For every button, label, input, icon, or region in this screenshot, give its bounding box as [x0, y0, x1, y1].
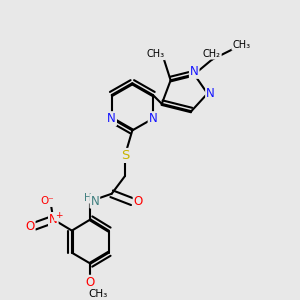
Text: N: N — [206, 87, 215, 100]
Text: N: N — [148, 112, 157, 125]
Text: CH₃: CH₃ — [147, 49, 165, 59]
Text: CH₂: CH₂ — [203, 49, 221, 59]
Text: N: N — [190, 65, 199, 78]
Text: O: O — [134, 195, 143, 208]
Text: CH₃: CH₃ — [232, 40, 250, 50]
Text: O⁻: O⁻ — [40, 196, 54, 206]
Text: O: O — [86, 276, 95, 289]
Text: N: N — [107, 112, 116, 125]
Text: S: S — [121, 149, 129, 162]
Text: +: + — [55, 212, 62, 220]
Text: O: O — [26, 220, 35, 233]
Text: H: H — [84, 193, 92, 202]
Text: N: N — [91, 195, 99, 208]
Text: N: N — [49, 213, 58, 226]
Text: CH₃: CH₃ — [88, 289, 107, 299]
